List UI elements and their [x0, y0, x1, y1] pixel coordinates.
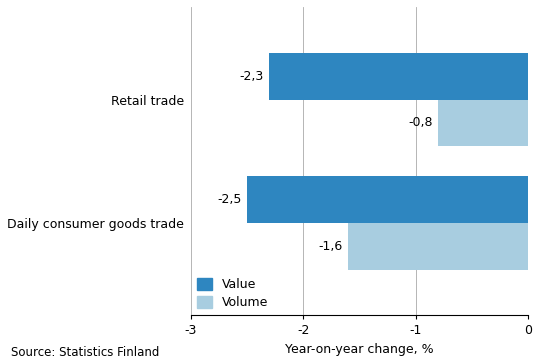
- Bar: [270, 53, 528, 99]
- Text: Source: Statistics Finland: Source: Statistics Finland: [11, 346, 159, 359]
- Text: -0,8: -0,8: [408, 117, 432, 130]
- Legend: Value, Volume: Value, Volume: [197, 278, 268, 309]
- Text: -2,3: -2,3: [240, 70, 264, 82]
- X-axis label: Year-on-year change, %: Year-on-year change, %: [285, 343, 434, 356]
- Text: -2,5: -2,5: [217, 193, 241, 206]
- Bar: [247, 176, 528, 223]
- Text: -1,6: -1,6: [319, 240, 343, 253]
- Bar: [348, 223, 528, 270]
- Bar: [438, 99, 528, 146]
